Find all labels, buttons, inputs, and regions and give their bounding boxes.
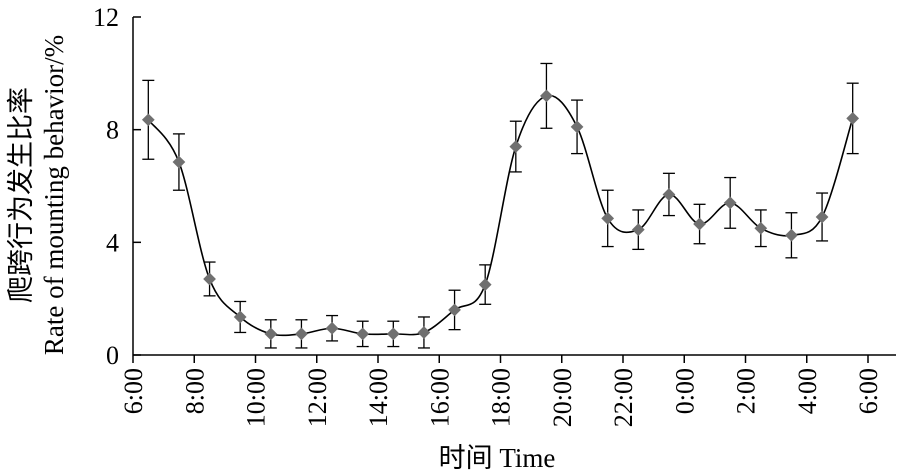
data-point bbox=[448, 303, 461, 317]
data-point bbox=[264, 327, 278, 341]
data-point bbox=[662, 188, 676, 201]
x-tick-label: 4:00 bbox=[793, 368, 822, 414]
data-point bbox=[141, 113, 155, 127]
data-point bbox=[815, 210, 829, 224]
x-tick-label: 10:00 bbox=[242, 368, 271, 427]
data-point bbox=[570, 120, 584, 134]
y-axis-title-english: Rate of mounting behavior/% bbox=[39, 35, 69, 355]
y-tick-label: 4 bbox=[106, 228, 119, 257]
x-tick-label: 8:00 bbox=[180, 368, 209, 414]
y-tick-label: 8 bbox=[106, 116, 119, 145]
tick-labels: 0 4 8 12 6:00 8:00 10:00 12:00 14:00 16:00 18:00 20… bbox=[93, 3, 883, 427]
x-tick-label: 22:00 bbox=[609, 368, 638, 427]
series-line bbox=[147, 94, 854, 337]
data-point bbox=[325, 321, 339, 335]
data-point bbox=[846, 112, 860, 125]
y-tick-label: 0 bbox=[106, 341, 119, 370]
x-tick-label: 14:00 bbox=[364, 368, 393, 427]
data-point bbox=[295, 327, 308, 341]
data-point bbox=[509, 140, 523, 153]
x-tick-label: 12:00 bbox=[303, 368, 332, 427]
x-axis-title: 时间 Time bbox=[439, 443, 556, 473]
data-point bbox=[478, 278, 492, 291]
data-point bbox=[203, 272, 216, 286]
data-point bbox=[601, 212, 615, 225]
data-point bbox=[356, 327, 370, 341]
data-point bbox=[693, 217, 706, 231]
data-point bbox=[417, 326, 431, 339]
data-point bbox=[233, 310, 247, 324]
x-tick-label: 20:00 bbox=[548, 368, 577, 427]
y-tick-label: 12 bbox=[93, 3, 119, 32]
x-tick-label: 16:00 bbox=[425, 368, 454, 427]
data-point bbox=[754, 221, 768, 235]
x-tick-label: 18:00 bbox=[487, 368, 516, 427]
data-point bbox=[172, 155, 186, 169]
x-tick-label: 6:00 bbox=[119, 368, 148, 414]
x-tick-label: 2:00 bbox=[732, 368, 761, 414]
data-point bbox=[723, 196, 737, 210]
x-tick-label: 6:00 bbox=[854, 368, 883, 414]
error-bars bbox=[142, 62, 859, 349]
axes bbox=[132, 16, 896, 363]
x-tick-label: 0:00 bbox=[670, 368, 699, 414]
data-point bbox=[386, 327, 400, 341]
data-point bbox=[540, 89, 553, 103]
y-axis-title: 爬跨行为发生比率 Rate of mounting behavior/% bbox=[6, 35, 69, 355]
data-point bbox=[785, 228, 798, 242]
y-axis-title-chinese: 爬跨行为发生比率 bbox=[6, 87, 36, 303]
